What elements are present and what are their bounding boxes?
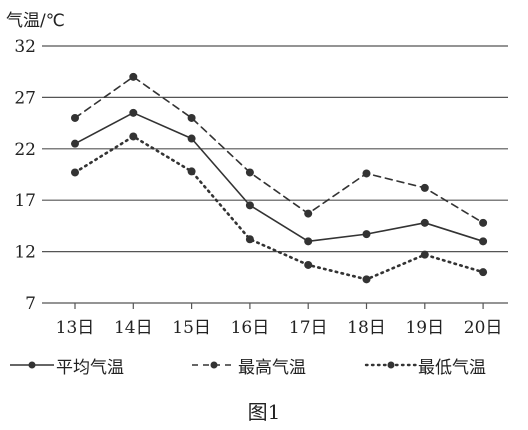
data-point (479, 218, 488, 227)
legend-item-average: 平均气温 (8, 350, 124, 380)
legend-item-min: 最低气温 (364, 350, 486, 380)
data-point (187, 167, 196, 176)
x-tick-labels: 13日 14日 15日 16日 17日 18日 19日 20日 (56, 303, 503, 338)
figure-caption: 图1 (247, 400, 281, 424)
data-point (129, 108, 138, 117)
gridlines (42, 45, 508, 304)
legend-marker-solid (10, 361, 54, 369)
y-tick-label: 22 (14, 140, 36, 160)
y-tick-label: 7 (25, 294, 36, 314)
data-point (304, 209, 313, 218)
data-point (479, 237, 488, 246)
line-chart: 气温/℃ 32 27 22 17 12 7 13日 14日 15日 16日 17日 18日 19日 20… (6, 11, 508, 338)
data-point (129, 132, 138, 141)
x-tick-label: 15日 (172, 318, 211, 338)
data-point (479, 268, 488, 277)
x-tick-label: 18日 (347, 318, 386, 338)
x-tick-label: 19日 (405, 318, 444, 338)
x-tick-label: 17日 (289, 318, 328, 338)
y-axis-label: 气温/℃ (6, 11, 65, 31)
series-line-solid (74, 112, 484, 243)
data-point (245, 201, 254, 210)
legend-label-average: 平均气温 (56, 357, 124, 378)
x-tick-label: 20日 (464, 318, 503, 338)
data-point (245, 235, 254, 244)
data-point (304, 237, 313, 246)
y-tick-label: 12 (14, 243, 36, 263)
data-point (362, 169, 371, 178)
data-point (304, 260, 313, 269)
data-point (420, 250, 429, 259)
legend-marker-dashed (192, 361, 236, 369)
legend-marker-dotted (364, 361, 418, 369)
legend-item-max: 最高气温 (190, 350, 306, 380)
data-point (420, 218, 429, 227)
data-point (71, 139, 79, 148)
legend-label-max: 最高气温 (238, 357, 306, 378)
data-point (187, 134, 196, 143)
data-point (129, 72, 138, 81)
y-tick-labels: 32 27 22 17 12 7 (14, 37, 36, 314)
x-tick-label: 14日 (114, 318, 153, 338)
x-tick-label: 13日 (56, 318, 95, 338)
y-tick-label: 27 (14, 88, 36, 108)
legend: 平均气温 最高气温 最低气温 (8, 350, 523, 380)
y-tick-label: 17 (14, 191, 36, 211)
series-line-dashed (74, 76, 484, 224)
data-point (71, 113, 79, 122)
data-point (71, 168, 79, 177)
data-point (420, 183, 429, 192)
data-point (362, 230, 371, 239)
data-point (187, 113, 196, 122)
x-tick-label: 16日 (231, 318, 270, 338)
data-point (362, 275, 371, 284)
series-line-dotted (73, 135, 485, 281)
legend-label-min: 最低气温 (418, 357, 486, 378)
data-point (245, 168, 254, 177)
series-lines (71, 72, 488, 284)
y-tick-label: 32 (14, 37, 36, 57)
